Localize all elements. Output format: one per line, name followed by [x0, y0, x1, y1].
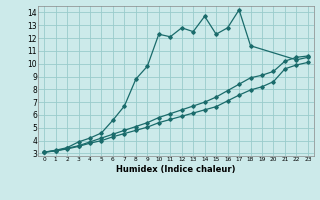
X-axis label: Humidex (Indice chaleur): Humidex (Indice chaleur) [116, 165, 236, 174]
